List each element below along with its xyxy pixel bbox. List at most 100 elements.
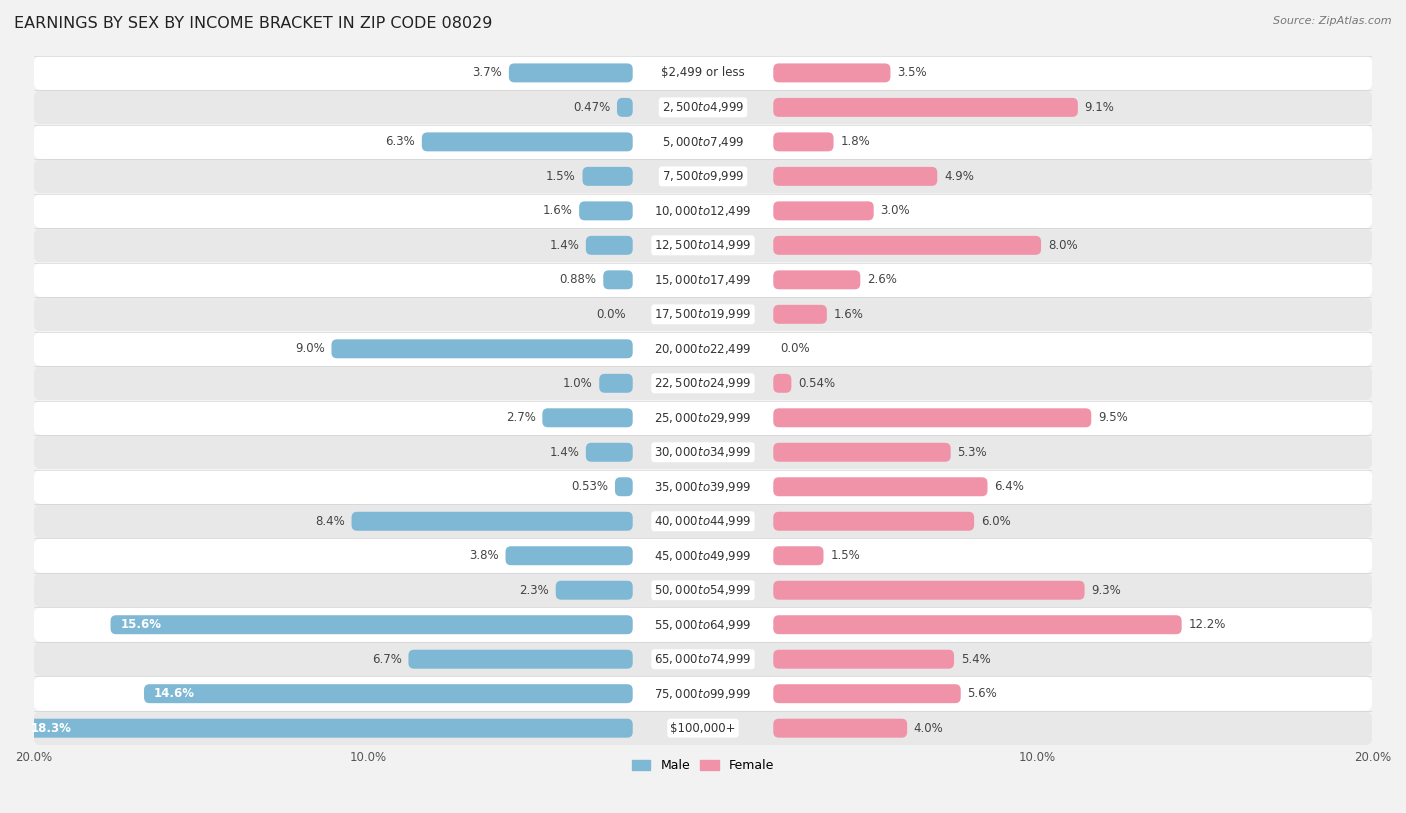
Text: 1.5%: 1.5%: [546, 170, 576, 183]
FancyBboxPatch shape: [773, 374, 792, 393]
Text: $15,000 to $17,499: $15,000 to $17,499: [654, 273, 752, 287]
Text: 0.0%: 0.0%: [780, 342, 810, 355]
FancyBboxPatch shape: [773, 305, 827, 324]
Text: 15.6%: 15.6%: [121, 618, 162, 631]
Text: 18.3%: 18.3%: [30, 722, 72, 735]
FancyBboxPatch shape: [352, 511, 633, 531]
Text: 2.7%: 2.7%: [506, 411, 536, 424]
Text: $22,500 to $24,999: $22,500 to $24,999: [654, 376, 752, 390]
Text: $7,500 to $9,999: $7,500 to $9,999: [662, 169, 744, 184]
FancyBboxPatch shape: [555, 580, 633, 600]
FancyBboxPatch shape: [773, 650, 955, 668]
FancyBboxPatch shape: [34, 642, 1372, 676]
Text: 0.54%: 0.54%: [799, 376, 835, 389]
Text: $2,499 or less: $2,499 or less: [661, 67, 745, 80]
Text: $40,000 to $44,999: $40,000 to $44,999: [654, 515, 752, 528]
Text: 3.7%: 3.7%: [472, 67, 502, 80]
FancyBboxPatch shape: [543, 408, 633, 428]
FancyBboxPatch shape: [773, 167, 938, 186]
Text: 9.0%: 9.0%: [295, 342, 325, 355]
Text: $25,000 to $29,999: $25,000 to $29,999: [654, 411, 752, 424]
Text: 12.2%: 12.2%: [1188, 618, 1226, 631]
Text: $5,000 to $7,499: $5,000 to $7,499: [662, 135, 744, 149]
Text: 9.5%: 9.5%: [1098, 411, 1128, 424]
FancyBboxPatch shape: [34, 90, 1372, 124]
Text: 8.0%: 8.0%: [1047, 239, 1077, 252]
FancyBboxPatch shape: [34, 332, 1372, 366]
Text: 5.4%: 5.4%: [960, 653, 990, 666]
Text: $45,000 to $49,999: $45,000 to $49,999: [654, 549, 752, 563]
FancyBboxPatch shape: [34, 676, 1372, 711]
FancyBboxPatch shape: [586, 443, 633, 462]
FancyBboxPatch shape: [34, 435, 1372, 470]
FancyBboxPatch shape: [34, 573, 1372, 607]
FancyBboxPatch shape: [773, 719, 907, 737]
Text: 8.4%: 8.4%: [315, 515, 344, 528]
Text: 4.9%: 4.9%: [943, 170, 974, 183]
FancyBboxPatch shape: [773, 98, 1078, 117]
Text: 6.0%: 6.0%: [981, 515, 1011, 528]
FancyBboxPatch shape: [617, 98, 633, 117]
Text: 2.3%: 2.3%: [519, 584, 548, 597]
Text: 3.8%: 3.8%: [470, 550, 499, 563]
Text: $30,000 to $34,999: $30,000 to $34,999: [654, 446, 752, 459]
FancyBboxPatch shape: [773, 236, 1040, 254]
Text: $20,000 to $22,499: $20,000 to $22,499: [654, 341, 752, 356]
Text: 4.0%: 4.0%: [914, 722, 943, 735]
FancyBboxPatch shape: [773, 477, 987, 496]
FancyBboxPatch shape: [34, 228, 1372, 263]
Text: 0.47%: 0.47%: [574, 101, 610, 114]
Text: 0.53%: 0.53%: [571, 480, 609, 493]
FancyBboxPatch shape: [34, 538, 1372, 573]
FancyBboxPatch shape: [773, 615, 1181, 634]
Text: 2.6%: 2.6%: [868, 273, 897, 286]
FancyBboxPatch shape: [34, 401, 1372, 435]
FancyBboxPatch shape: [773, 443, 950, 462]
Text: 5.3%: 5.3%: [957, 446, 987, 459]
Text: 1.8%: 1.8%: [841, 136, 870, 148]
Text: 0.0%: 0.0%: [596, 308, 626, 321]
Text: 14.6%: 14.6%: [155, 687, 195, 700]
FancyBboxPatch shape: [34, 366, 1372, 401]
FancyBboxPatch shape: [599, 374, 633, 393]
FancyBboxPatch shape: [773, 580, 1084, 600]
Text: $50,000 to $54,999: $50,000 to $54,999: [654, 583, 752, 598]
FancyBboxPatch shape: [34, 607, 1372, 642]
FancyBboxPatch shape: [34, 159, 1372, 193]
FancyBboxPatch shape: [506, 546, 633, 565]
Text: $17,500 to $19,999: $17,500 to $19,999: [654, 307, 752, 321]
Text: 0.88%: 0.88%: [560, 273, 596, 286]
FancyBboxPatch shape: [143, 685, 633, 703]
Text: 1.4%: 1.4%: [550, 239, 579, 252]
FancyBboxPatch shape: [34, 124, 1372, 159]
Text: 5.6%: 5.6%: [967, 687, 997, 700]
FancyBboxPatch shape: [773, 271, 860, 289]
Text: 1.6%: 1.6%: [834, 308, 863, 321]
FancyBboxPatch shape: [773, 202, 873, 220]
FancyBboxPatch shape: [773, 133, 834, 151]
Text: Source: ZipAtlas.com: Source: ZipAtlas.com: [1274, 16, 1392, 26]
Text: 6.4%: 6.4%: [994, 480, 1024, 493]
Text: $35,000 to $39,999: $35,000 to $39,999: [654, 480, 752, 493]
Text: $2,500 to $4,999: $2,500 to $4,999: [662, 100, 744, 115]
FancyBboxPatch shape: [773, 685, 960, 703]
Text: 9.1%: 9.1%: [1084, 101, 1115, 114]
FancyBboxPatch shape: [34, 470, 1372, 504]
FancyBboxPatch shape: [614, 477, 633, 496]
Text: $65,000 to $74,999: $65,000 to $74,999: [654, 652, 752, 666]
FancyBboxPatch shape: [586, 236, 633, 254]
Legend: Male, Female: Male, Female: [627, 754, 779, 777]
FancyBboxPatch shape: [603, 271, 633, 289]
FancyBboxPatch shape: [34, 193, 1372, 228]
FancyBboxPatch shape: [34, 55, 1372, 90]
FancyBboxPatch shape: [579, 202, 633, 220]
FancyBboxPatch shape: [34, 297, 1372, 332]
Text: 9.3%: 9.3%: [1091, 584, 1121, 597]
FancyBboxPatch shape: [773, 408, 1091, 428]
Text: 6.7%: 6.7%: [371, 653, 402, 666]
FancyBboxPatch shape: [409, 650, 633, 668]
Text: 3.0%: 3.0%: [880, 204, 910, 217]
FancyBboxPatch shape: [332, 339, 633, 359]
FancyBboxPatch shape: [773, 546, 824, 565]
FancyBboxPatch shape: [111, 615, 633, 634]
